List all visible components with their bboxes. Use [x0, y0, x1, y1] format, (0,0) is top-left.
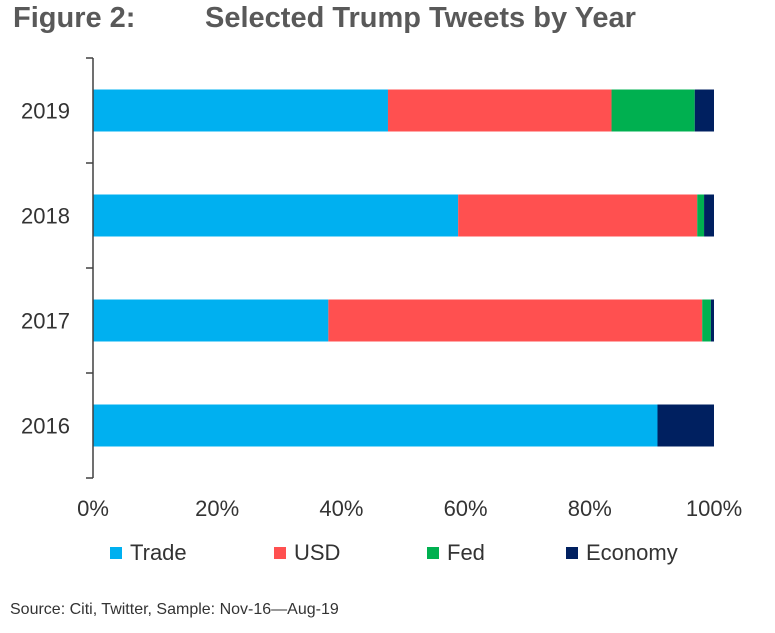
- legend-item-trade: Trade: [110, 540, 187, 566]
- bar-2019-usd: [387, 89, 612, 132]
- x-tick-label: 100%: [686, 496, 742, 521]
- bar-2018-economy: [704, 194, 714, 237]
- bar-2018-trade: [93, 194, 459, 237]
- legend-swatch-usd: [274, 547, 286, 559]
- bar-2018-fed: [697, 194, 705, 237]
- y-tick-label-2017: 2017: [21, 309, 70, 334]
- x-tick-label: 20%: [195, 496, 239, 521]
- bar-2017-fed: [702, 299, 711, 342]
- x-tick-label: 60%: [444, 496, 488, 521]
- bar-2016-economy: [657, 404, 714, 447]
- x-tick-label: 80%: [568, 496, 612, 521]
- bar-2017-trade: [93, 299, 329, 342]
- legend-swatch-trade: [110, 547, 122, 559]
- legend-label-trade: Trade: [130, 540, 187, 565]
- legend-item-usd: USD: [274, 540, 340, 566]
- bar-2019-fed: [611, 89, 695, 132]
- x-tick-label: 0%: [77, 496, 109, 521]
- stacked-bar-chart: 2019 2018 2017 2016 0% 20% 40% 60% 80% 100%: [21, 57, 742, 521]
- legend-label-usd: USD: [294, 540, 341, 565]
- legend-item-fed: Fed: [427, 540, 485, 566]
- legend-label-economy: Economy: [586, 540, 678, 565]
- bar-2019-economy: [694, 89, 714, 132]
- legend-label-fed: Fed: [447, 540, 485, 565]
- bar-2018-usd: [458, 194, 698, 237]
- bar-2019-trade: [93, 89, 388, 132]
- bar-2017-economy: [710, 299, 714, 342]
- legend-item-economy: Economy: [566, 540, 678, 566]
- source-note: Source: Citi, Twitter, Sample: Nov-16—Au…: [10, 601, 339, 618]
- legend-swatch-economy: [566, 547, 578, 559]
- title-text: Selected Trump Tweets by Year: [205, 2, 636, 34]
- chart-title: Figure 2: Selected Trump Tweets by Year: [13, 2, 636, 42]
- bar-2017-usd: [328, 299, 703, 342]
- y-tick-label-2018: 2018: [21, 204, 70, 229]
- y-tick-label-2016: 2016: [21, 414, 70, 439]
- legend-swatch-fed: [427, 547, 439, 559]
- x-tick-label: 40%: [319, 496, 363, 521]
- bar-2016-trade: [93, 404, 658, 447]
- figure-label: Figure 2:: [13, 2, 136, 34]
- y-tick-label-2019: 2019: [21, 99, 70, 124]
